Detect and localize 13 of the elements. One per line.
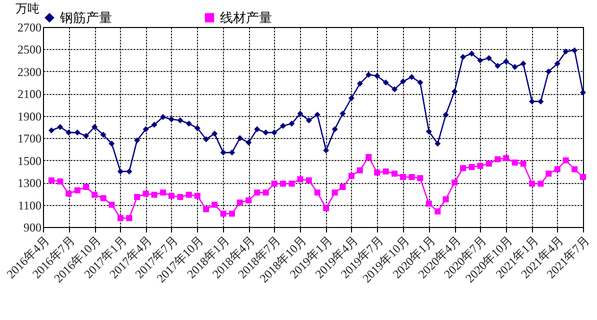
y-tick-label: 2700 bbox=[18, 20, 42, 34]
y-tick-label: 1100 bbox=[18, 198, 42, 212]
y-tick-label: 2300 bbox=[18, 64, 42, 79]
y-tick-label: 1700 bbox=[18, 132, 42, 146]
y-tick-label: 900 bbox=[24, 220, 42, 234]
y-tick-label: 1300 bbox=[18, 176, 42, 190]
y-tick-label: 1500 bbox=[18, 154, 42, 168]
y-tick-label: 2100 bbox=[18, 87, 42, 102]
y-tick-label: 2500 bbox=[18, 42, 42, 57]
y-axis-title: 万吨 bbox=[16, 2, 40, 16]
legend-label: 线材产量 bbox=[220, 10, 272, 25]
legend-label: 钢筋产量 bbox=[59, 10, 112, 25]
y-tick-label: 1900 bbox=[18, 109, 42, 124]
